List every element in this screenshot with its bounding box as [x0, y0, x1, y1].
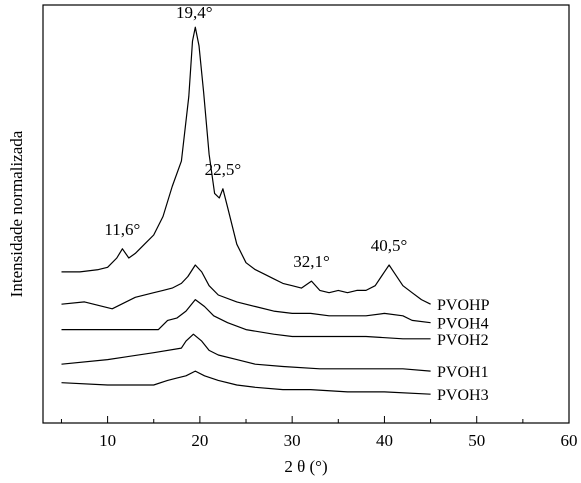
x-tick-label: 50: [468, 431, 485, 450]
y-axis-label: Intensidade normalizada: [7, 130, 26, 297]
series-label-pvoh2: PVOH2: [437, 332, 489, 349]
series-line-pvoh4: [61, 264, 431, 324]
x-tick-label: 60: [561, 431, 578, 450]
x-tick-label: 30: [284, 431, 301, 450]
series-label-pvohp: PVOHP: [437, 297, 490, 314]
series-line-pvohp: [61, 26, 431, 305]
series-line-pvoh2: [61, 299, 431, 340]
x-tick-label: 20: [191, 431, 208, 450]
x-axis-ticks: 10 20 30 40 50 60: [60, 416, 578, 450]
peak-annotations: 11,6° 19,4° 22,5° 32,1° 40,5°: [104, 3, 407, 271]
series-line-pvoh3: [61, 370, 431, 395]
series-label-pvoh3: PVOH3: [437, 387, 489, 404]
peak-annotation: 22,5°: [205, 160, 242, 179]
peak-annotation: 40,5°: [371, 236, 408, 255]
x-tick-label: 10: [99, 431, 116, 450]
x-tick-label: 40: [376, 431, 393, 450]
peak-annotation: 19,4°: [176, 3, 213, 22]
series-label-pvoh4: PVOH4: [437, 316, 489, 333]
series-curves: [61, 26, 431, 395]
series-line-pvoh1: [61, 333, 431, 372]
peak-annotation: 32,1°: [293, 252, 330, 271]
x-axis-label: 2 θ (°): [284, 457, 327, 476]
plot-frame: [42, 4, 570, 424]
peak-annotation: 11,6°: [104, 220, 140, 239]
series-label-pvoh1: PVOH1: [437, 364, 489, 381]
